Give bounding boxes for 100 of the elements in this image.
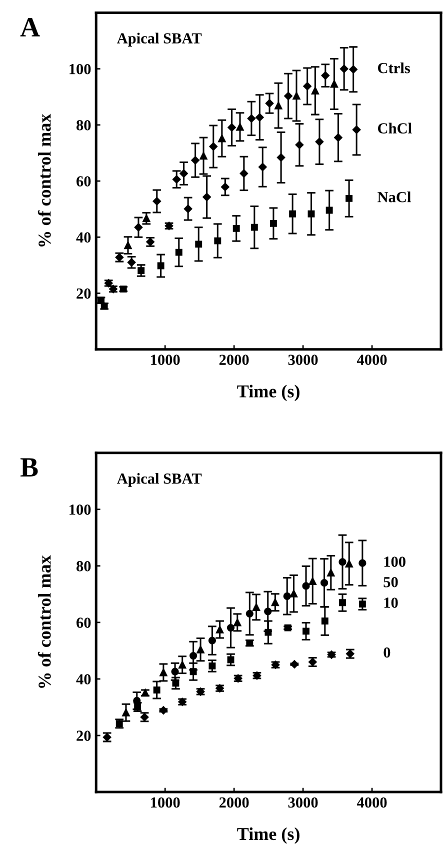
chart-title: A <box>20 18 40 36</box>
point <box>98 296 104 304</box>
point <box>302 628 310 635</box>
point <box>264 608 272 616</box>
point <box>295 140 304 149</box>
point <box>258 162 267 172</box>
point <box>189 652 198 660</box>
point <box>160 668 168 676</box>
point <box>190 668 197 676</box>
y-tick-label: 100 <box>70 64 91 74</box>
point <box>209 142 218 151</box>
x-tick-label: 1000 <box>151 354 180 365</box>
y-tick-label: 100 <box>70 504 91 515</box>
point <box>308 210 315 218</box>
x-tick-label: 1000 <box>151 797 180 808</box>
point <box>175 248 182 256</box>
point <box>218 134 226 142</box>
series-label: 10 <box>384 598 398 608</box>
annotation: Apical SBAT <box>116 473 202 487</box>
point <box>349 65 358 74</box>
point <box>338 558 346 566</box>
point <box>303 82 312 90</box>
point <box>290 660 299 668</box>
point <box>274 102 282 110</box>
point <box>228 123 236 132</box>
point <box>157 262 164 270</box>
point <box>284 624 292 632</box>
point <box>208 662 216 670</box>
point <box>256 113 264 122</box>
annotation: Apical SBAT <box>116 32 202 47</box>
point <box>208 636 216 644</box>
text: 50 <box>384 576 398 588</box>
point <box>271 598 279 606</box>
point <box>276 153 286 162</box>
point <box>246 610 254 618</box>
point <box>214 237 222 244</box>
point <box>292 92 300 100</box>
point <box>339 599 346 606</box>
x-axis-title: Time (s) <box>237 384 300 402</box>
x-axis-title: Time (s) <box>237 827 300 844</box>
point <box>340 64 348 73</box>
y-tick-label: 60 <box>76 618 91 628</box>
point <box>289 210 296 218</box>
x-tick-label: 4000 <box>356 797 387 808</box>
point <box>308 577 316 585</box>
point <box>283 592 291 600</box>
series-label: Ctrls <box>378 62 410 74</box>
point <box>345 560 353 568</box>
y-axis-title: % of control max <box>38 555 51 688</box>
point <box>234 618 242 626</box>
point <box>122 708 130 716</box>
point <box>138 267 145 274</box>
y-tick-label: 60 <box>76 176 91 186</box>
point <box>200 152 208 160</box>
y-tick-label: 80 <box>76 120 91 130</box>
point <box>221 182 230 192</box>
point <box>265 99 274 108</box>
point <box>358 559 366 567</box>
point <box>302 582 310 590</box>
x-tick-label: 3000 <box>288 354 318 365</box>
point <box>252 603 260 611</box>
y-tick-label: 20 <box>76 288 91 299</box>
point <box>180 169 188 178</box>
series-label: ChCl <box>378 122 412 134</box>
point <box>240 169 248 178</box>
point <box>153 686 160 694</box>
point <box>195 240 202 248</box>
point <box>321 618 328 624</box>
chart-title: B <box>20 458 38 477</box>
y-tick-label: 40 <box>76 232 91 243</box>
point <box>311 86 320 95</box>
point <box>196 646 204 654</box>
y-tick-label: 80 <box>76 561 91 572</box>
point <box>321 71 330 80</box>
y-tick-label: 20 <box>76 730 91 741</box>
point <box>358 600 366 608</box>
point <box>178 661 186 669</box>
point <box>247 114 256 123</box>
point <box>124 241 132 250</box>
point <box>134 223 143 232</box>
point <box>152 197 162 206</box>
point <box>232 224 240 232</box>
point <box>320 579 328 587</box>
point <box>191 156 200 164</box>
series-label: 0 <box>384 647 390 658</box>
point <box>227 656 234 664</box>
point <box>159 706 168 714</box>
point <box>346 194 353 202</box>
point <box>270 220 277 227</box>
point <box>250 224 258 231</box>
point <box>142 214 150 222</box>
point <box>326 206 333 214</box>
point <box>226 624 235 632</box>
x-tick-label: 4000 <box>356 354 387 365</box>
y-tick-label: 40 <box>76 674 91 684</box>
point <box>290 590 298 598</box>
point <box>334 133 342 142</box>
point <box>236 123 244 131</box>
series-label: 100 <box>384 556 406 567</box>
x-tick-label: 3000 <box>288 797 318 808</box>
